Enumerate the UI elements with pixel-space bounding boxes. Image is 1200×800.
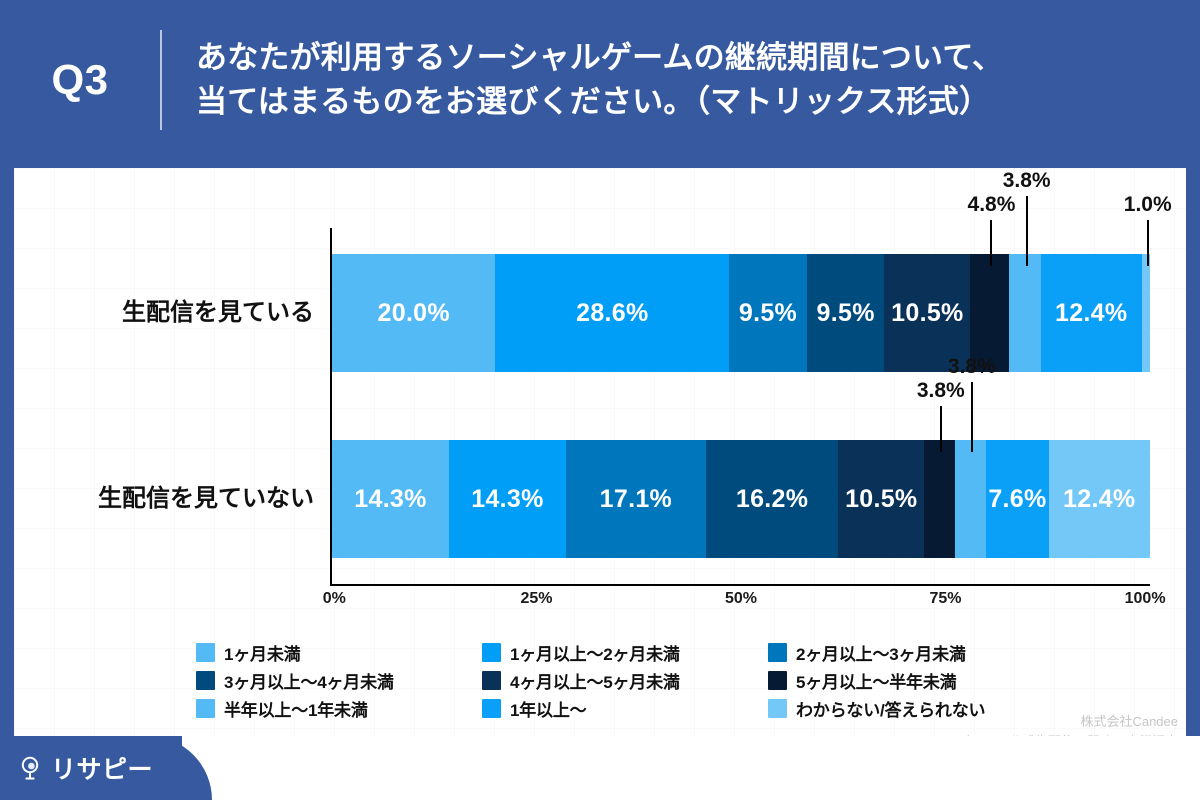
legend-item[interactable]: 3ヶ月以上～4ヶ月未満 — [196, 668, 482, 692]
legend-color-swatch — [196, 670, 215, 690]
callout-value-label: 3.8% — [916, 379, 965, 402]
magnifier-icon — [18, 755, 44, 781]
x-tick-label: 0% — [322, 590, 346, 607]
legend-item-label: 半年以上～1年未満 — [224, 700, 368, 720]
bar-segment: 10.5% — [838, 440, 925, 558]
legend-color-swatch — [482, 698, 501, 718]
callout-leader-line — [990, 220, 993, 266]
bar-segment: 10.5% — [884, 254, 971, 372]
legend-item[interactable]: 2ヶ月以上～3ヶ月未満 — [768, 640, 1088, 664]
category-label-1: 生配信を見ていない — [98, 485, 314, 512]
x-tick-label: 25% — [520, 590, 553, 607]
x-axis-line — [330, 584, 1150, 586]
legend-item-label: 5ヶ月以上～半年未満 — [796, 672, 957, 692]
callout-value-label: 4.8% — [967, 193, 1016, 216]
callout-leader-line — [1025, 196, 1028, 266]
bar-segment: 7.6% — [986, 440, 1049, 558]
slide-header: Q3 あなたが利用するソーシャルゲームの継続期間について、 当てはまるものをお選… — [0, 0, 1200, 160]
x-tick-label: 75% — [929, 590, 962, 607]
stacked-bar-row-1: 14.3% 14.3% 17.1% 16.2% 10.5% 7.6% 12.4% — [332, 440, 1150, 558]
segment-value-label: 20.0% — [377, 298, 450, 327]
bar-segment: 17.1% — [565, 440, 706, 558]
segment-value-label: 14.3% — [471, 484, 544, 513]
callout-value-label: 1.0% — [1123, 193, 1172, 216]
credit-company: 株式会社Candee — [1080, 714, 1178, 729]
bar-segment: 12.4% — [1048, 440, 1150, 558]
segment-value-label: 12.4% — [1055, 298, 1128, 327]
bar-segment: 9.5% — [729, 254, 807, 372]
legend-item[interactable]: 1年以上～ — [482, 696, 768, 720]
category-label-0: 生配信を見ている — [122, 299, 314, 326]
legend-item[interactable]: 半年以上～1年未満 — [196, 696, 482, 720]
bar-segment — [924, 440, 956, 558]
segment-value-label: 28.6% — [576, 298, 649, 327]
logo-bg-round — [148, 736, 212, 800]
legend-color-swatch — [482, 670, 501, 690]
plot-area: 生配信を見ている 生配信を見ていない 20.0% 28.6% 9.5% 9.5% 10.… — [98, 169, 1172, 607]
bar-segment: 12.4% — [1040, 254, 1142, 372]
legend-item-label: わからない/答えられない — [796, 700, 986, 720]
bar-segment — [955, 440, 987, 558]
header-divider — [160, 30, 162, 130]
callout-value-label: 3.8% — [1002, 169, 1051, 192]
bar-segment: 20.0% — [332, 254, 496, 372]
question-title-line-2: 当てはまるものをお選びください。（マトリックス形式） — [196, 84, 991, 119]
callout-leader-line — [970, 382, 973, 452]
bar-segment: 16.2% — [705, 440, 839, 558]
bar-segment — [1009, 254, 1041, 372]
chart-panel: 生配信を見ている 生配信を見ていない 20.0% 28.6% 9.5% 9.5% 10.… — [14, 168, 1186, 736]
legend-item[interactable]: 1ヶ月未満 — [196, 640, 482, 664]
legend-color-swatch — [482, 642, 501, 662]
bar-segment: 9.5% — [806, 254, 885, 372]
bar-segment: 28.6% — [495, 254, 730, 372]
segment-value-label: 12.4% — [1063, 484, 1136, 513]
y-axis-line — [330, 228, 332, 586]
legend-item[interactable]: わからない/答えられない — [768, 696, 1088, 720]
segment-value-label: 10.5% — [891, 298, 964, 327]
brand-name: リサピー — [51, 756, 154, 784]
bar-segment — [1141, 254, 1151, 372]
legend-item-label: 3ヶ月以上～4ヶ月未満 — [224, 672, 394, 692]
legend-item-label: 2ヶ月以上～3ヶ月未満 — [796, 644, 966, 664]
callout-leader-line — [1146, 220, 1149, 266]
x-tick-label: 50% — [724, 590, 758, 607]
bar-segment: 14.3% — [332, 440, 449, 558]
legend-item[interactable]: 5ヶ月以上～半年未満 — [768, 668, 1088, 692]
x-axis-ticks: 0% 25% 50% 75% 100% — [323, 590, 1166, 616]
brand-logo: リサピー — [18, 750, 153, 786]
footer-logo-bar: リサピー — [0, 736, 1200, 800]
segment-value-label: 7.6% — [988, 484, 1047, 513]
callout-leader-line — [939, 406, 942, 452]
bar-segment: 14.3% — [448, 440, 566, 558]
segment-value-label: 14.3% — [354, 484, 427, 513]
x-tick-label: 100% — [1124, 590, 1166, 607]
stacked-bar-row-0: 20.0% 28.6% 9.5% 9.5% 10.5% 12.4% — [332, 254, 1151, 372]
question-title: あなたが利用するソーシャルゲームの継続期間について、 当てはまるものをお選びくだ… — [162, 36, 1003, 124]
legend-item-label: 1ヶ月未満 — [224, 644, 301, 664]
question-number: Q3 — [51, 56, 109, 103]
legend-item-label: 1年以上～ — [510, 700, 587, 720]
legend-color-swatch — [196, 698, 215, 718]
legend-color-swatch — [768, 642, 787, 662]
bar-segment — [970, 254, 1010, 372]
segment-value-label: 10.5% — [845, 484, 918, 513]
legend-item-label: 1ヶ月以上～2ヶ月未満 — [510, 644, 680, 664]
segment-value-label: 9.5% — [738, 298, 798, 327]
legend-color-swatch — [768, 698, 787, 718]
question-title-line-1: あなたが利用するソーシャルゲームの継続期間について、 — [196, 39, 1004, 75]
legend-color-swatch — [768, 670, 787, 690]
segment-value-label: 16.2% — [735, 484, 809, 513]
legend-item-label: 4ヶ月以上～5ヶ月未満 — [510, 672, 680, 692]
segment-value-label: 17.1% — [599, 484, 673, 513]
segment-value-label: 9.5% — [816, 298, 875, 327]
legend-item[interactable]: 1ヶ月以上～2ヶ月未満 — [482, 640, 768, 664]
legend-color-swatch — [196, 642, 215, 662]
legend-item[interactable]: 4ヶ月以上～5ヶ月未満 — [482, 668, 768, 692]
chart-legend: 1ヶ月未満 1ヶ月以上～2ヶ月未満 2ヶ月以上～3ヶ月未満 3ヶ月以上～4ヶ月未満 4ヶ… — [196, 640, 1136, 720]
callout-value-label: 3.8% — [947, 355, 996, 378]
